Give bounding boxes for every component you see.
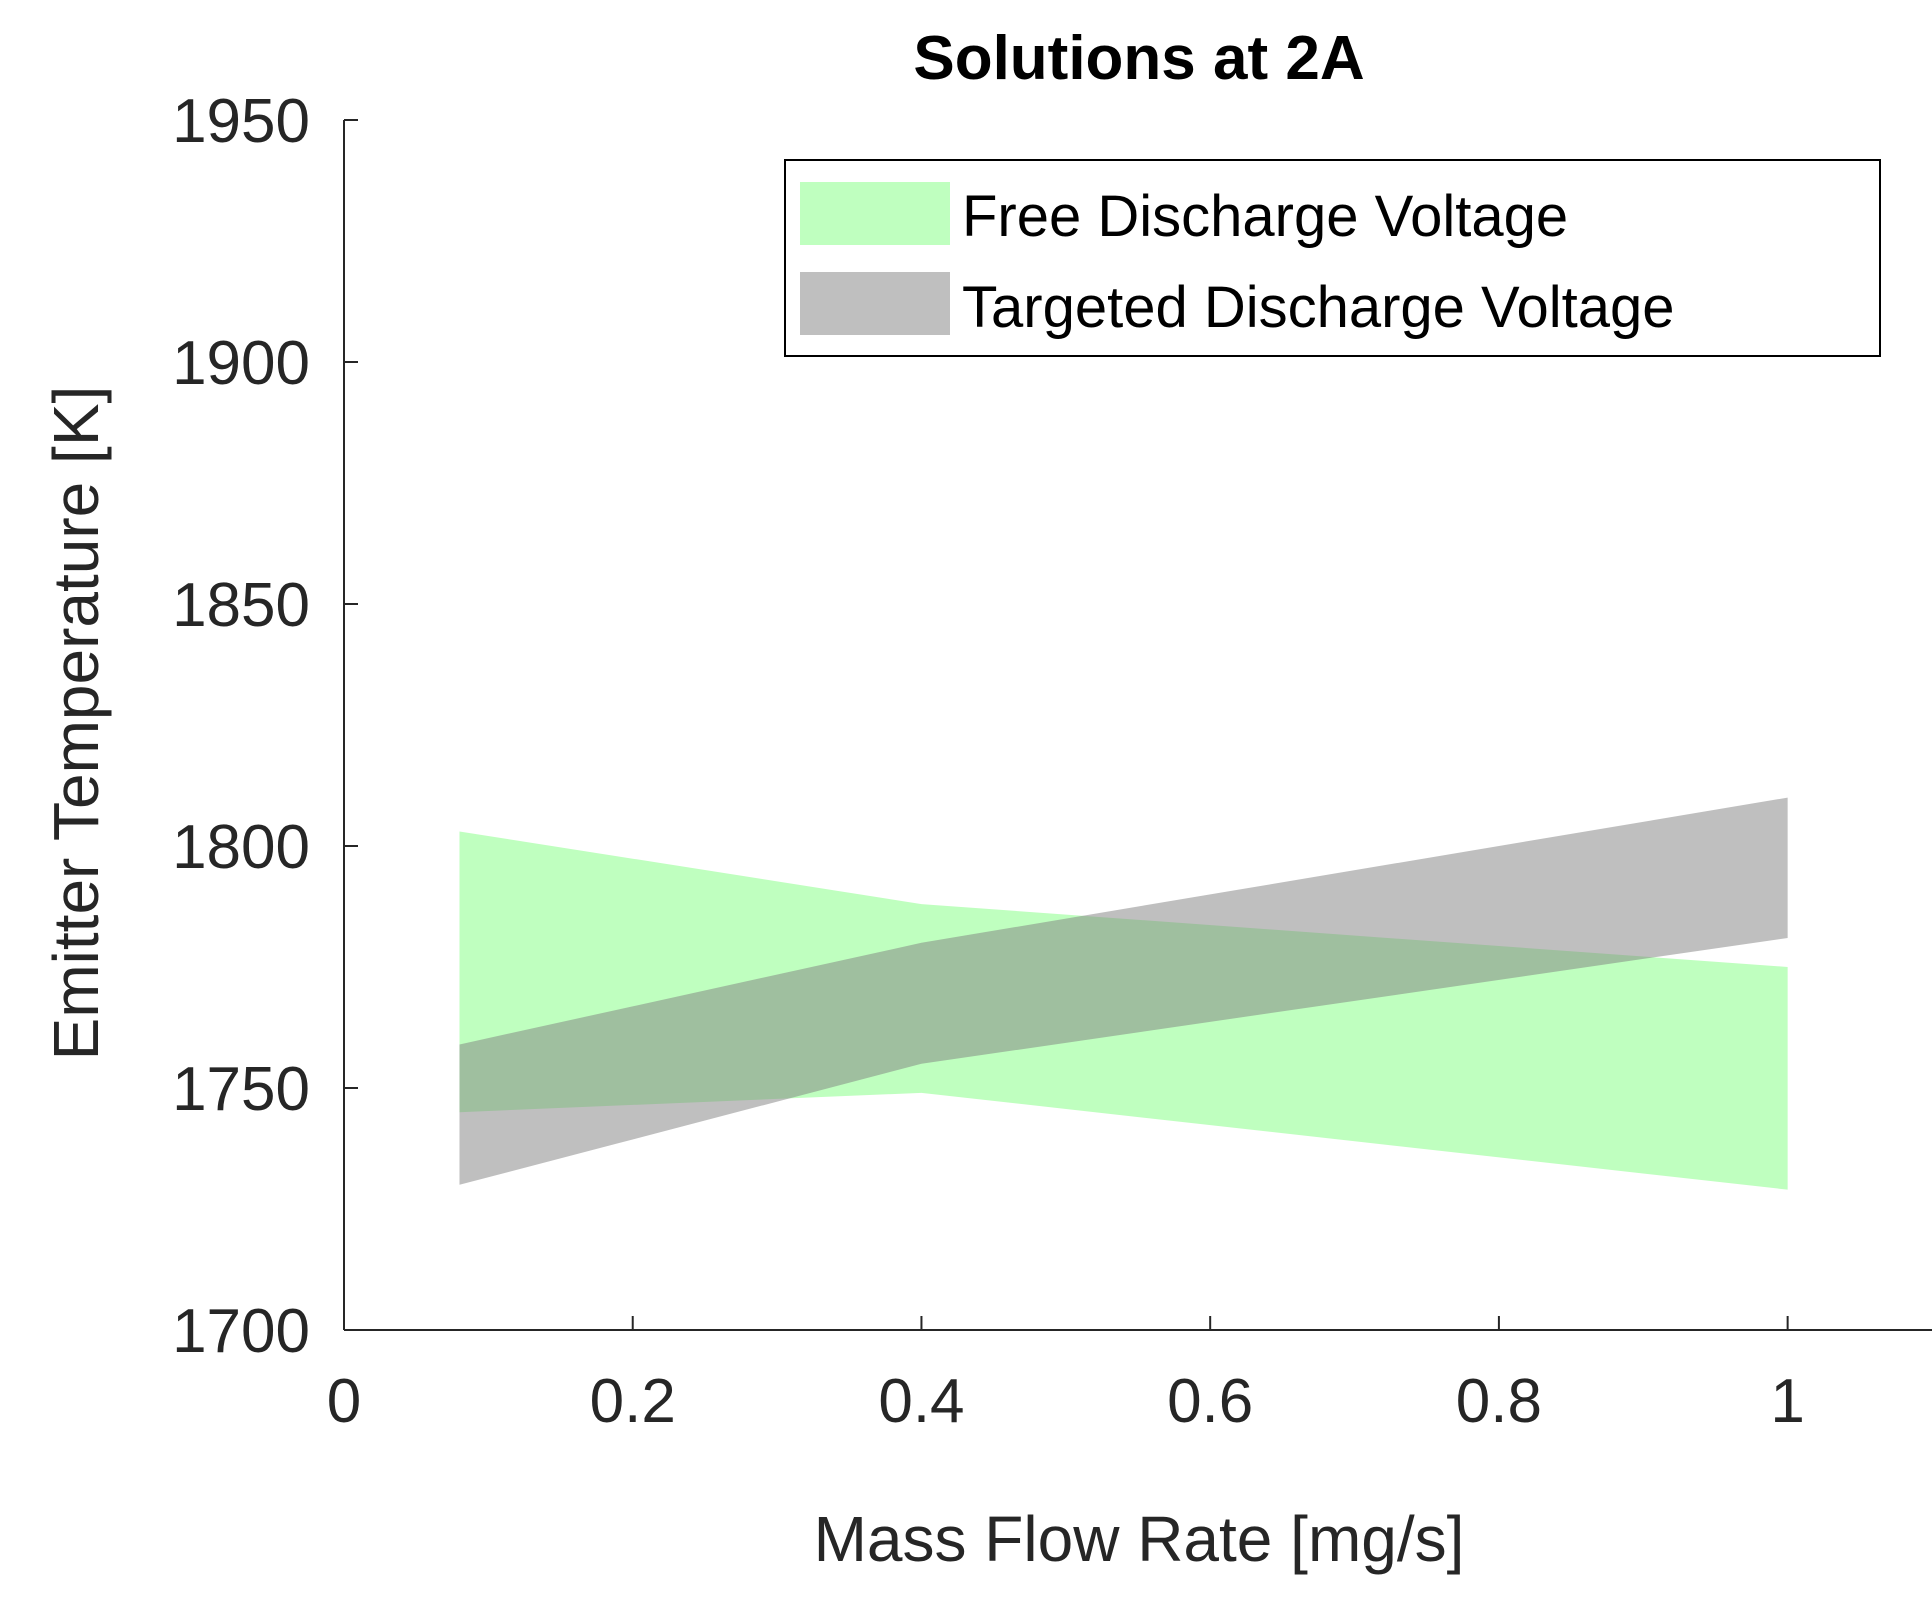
chart-title: Solutions at 2A [913, 24, 1364, 93]
legend-swatch-free-discharge-voltage [800, 182, 950, 245]
y-axis-label: Emitter Temperature [K] [40, 386, 112, 1061]
y-tick-label: 1850 [172, 571, 310, 640]
y-tick-label: 1700 [172, 1297, 310, 1366]
y-ticks: 1700 1750 1800 1850 1900 1950 [172, 87, 358, 1366]
legend-label-free-discharge-voltage: Free Discharge Voltage [962, 184, 1568, 249]
y-tick-label: 1900 [172, 329, 310, 398]
x-tick-label: 1 [1770, 1367, 1804, 1436]
y-tick-label: 1750 [172, 1055, 310, 1124]
legend-swatch-targeted-discharge-voltage [800, 272, 950, 335]
y-tick-label: 1800 [172, 813, 310, 882]
legend-box [784, 159, 1881, 357]
legend: Free Discharge Voltage Targeted Discharg… [784, 159, 1881, 357]
x-tick-label: 0.4 [878, 1367, 964, 1436]
x-axis-label: Mass Flow Rate [mg/s] [814, 1503, 1465, 1575]
x-tick-label: 0.6 [1167, 1367, 1253, 1436]
axes: 0 0.2 0.4 0.6 0.8 1 1700 1750 1800 1850 1900 1950 [172, 87, 1932, 1436]
band-targeted-discharge-voltage [459, 797, 1788, 1185]
x-tick-label: 0 [327, 1367, 361, 1436]
legend-label-targeted-discharge-voltage: Targeted Discharge Voltage [962, 275, 1675, 340]
y-tick-label: 1950 [172, 87, 310, 156]
x-tick-label: 0.8 [1456, 1367, 1542, 1436]
data-bands [459, 797, 1788, 1190]
x-ticks: 0 0.2 0.4 0.6 0.8 1 [327, 1316, 1805, 1436]
x-tick-label: 0.2 [590, 1367, 676, 1436]
